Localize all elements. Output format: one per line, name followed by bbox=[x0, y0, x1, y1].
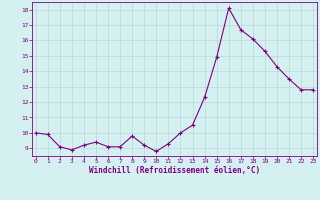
X-axis label: Windchill (Refroidissement éolien,°C): Windchill (Refroidissement éolien,°C) bbox=[89, 166, 260, 175]
